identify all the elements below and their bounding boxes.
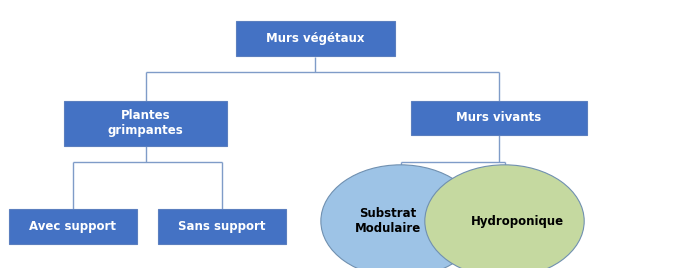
- Ellipse shape: [321, 165, 480, 268]
- Text: Plantes
grimpantes: Plantes grimpantes: [107, 109, 184, 137]
- FancyBboxPatch shape: [8, 209, 137, 244]
- Text: Substrat
Modulaire: Substrat Modulaire: [355, 207, 421, 235]
- FancyBboxPatch shape: [158, 209, 286, 244]
- Text: Avec support: Avec support: [29, 220, 116, 233]
- Text: Murs vivants: Murs vivants: [456, 111, 542, 124]
- FancyBboxPatch shape: [64, 100, 227, 146]
- Text: Murs végétaux: Murs végétaux: [266, 32, 365, 45]
- FancyBboxPatch shape: [410, 100, 588, 135]
- Ellipse shape: [425, 165, 584, 268]
- FancyBboxPatch shape: [236, 21, 395, 56]
- Text: Hydroponique: Hydroponique: [471, 215, 563, 228]
- Text: Sans support: Sans support: [178, 220, 265, 233]
